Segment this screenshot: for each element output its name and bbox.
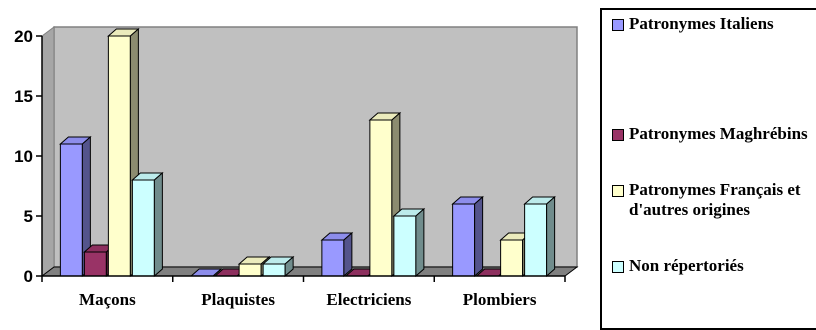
- legend-label-non-repertories: Non répertoriés: [629, 256, 744, 275]
- bar-front: [321, 239, 345, 277]
- x-tick-label: Plaquistes: [201, 290, 275, 309]
- bar-front: [107, 35, 131, 277]
- bar-front: [59, 143, 83, 277]
- bar-front: [131, 179, 155, 277]
- bar-front: [369, 119, 393, 277]
- bar-front: [452, 203, 476, 277]
- legend: Patronymes Italiens Patronymes Maghrébin…: [600, 8, 816, 330]
- y-tick-label: 15: [14, 87, 33, 106]
- bar: [523, 195, 556, 278]
- plot-side-wall: [41, 26, 55, 277]
- x-axis: Maçons Plaquistes Electriciens Plombiers: [41, 275, 566, 309]
- legend-item-francais: Patronymes Français et d'autres origines: [612, 180, 816, 220]
- y-tick-label: 10: [14, 147, 33, 166]
- bar: [261, 255, 295, 278]
- y-axis: 0 5 10 15 20: [14, 27, 43, 286]
- bar-side: [212, 268, 222, 277]
- bar-chart: 0 5 10 15 20 Maçons Plaquistes Electriciens Plo…: [14, 26, 579, 309]
- legend-item-non-repertories: Non répertoriés: [612, 256, 816, 276]
- bar-front: [393, 215, 417, 277]
- bar-side: [415, 207, 425, 278]
- x-tick-label: Plombiers: [463, 290, 537, 309]
- bar: [392, 207, 426, 278]
- x-tick-label: Maçons: [79, 290, 136, 309]
- bar: [131, 171, 164, 278]
- bar-front: [262, 263, 286, 277]
- legend-label-italiens: Patronymes Italiens: [629, 14, 774, 33]
- bar-side: [284, 255, 294, 278]
- legend-swatch-francais: [612, 185, 624, 197]
- x-tick-label: Electriciens: [326, 290, 411, 309]
- y-tick-label: 0: [24, 267, 33, 286]
- bar: [320, 231, 354, 278]
- bar-side: [474, 195, 484, 278]
- bar-group: [59, 27, 556, 278]
- legend-swatch-non-repertories: [612, 261, 624, 273]
- bar-side: [343, 231, 353, 278]
- y-tick-label: 20: [14, 27, 33, 46]
- legend-swatch-italiens: [612, 19, 624, 31]
- bar-front: [524, 203, 548, 277]
- legend-item-maghrebins: Patronymes Maghrébins: [612, 124, 816, 144]
- bar-front: [238, 263, 262, 277]
- legend-label-francais: Patronymes Français et d'autres origines: [629, 180, 801, 219]
- bar-side: [546, 195, 556, 278]
- legend-label-maghrebins: Patronymes Maghrébins: [629, 124, 808, 143]
- bar-side: [153, 171, 163, 278]
- bar-front: [83, 251, 107, 277]
- bar-front: [500, 239, 524, 277]
- y-tick-label: 5: [24, 207, 33, 226]
- legend-item-italiens: Patronymes Italiens: [612, 14, 816, 34]
- bar: [451, 195, 484, 278]
- legend-swatch-maghrebins: [612, 129, 624, 141]
